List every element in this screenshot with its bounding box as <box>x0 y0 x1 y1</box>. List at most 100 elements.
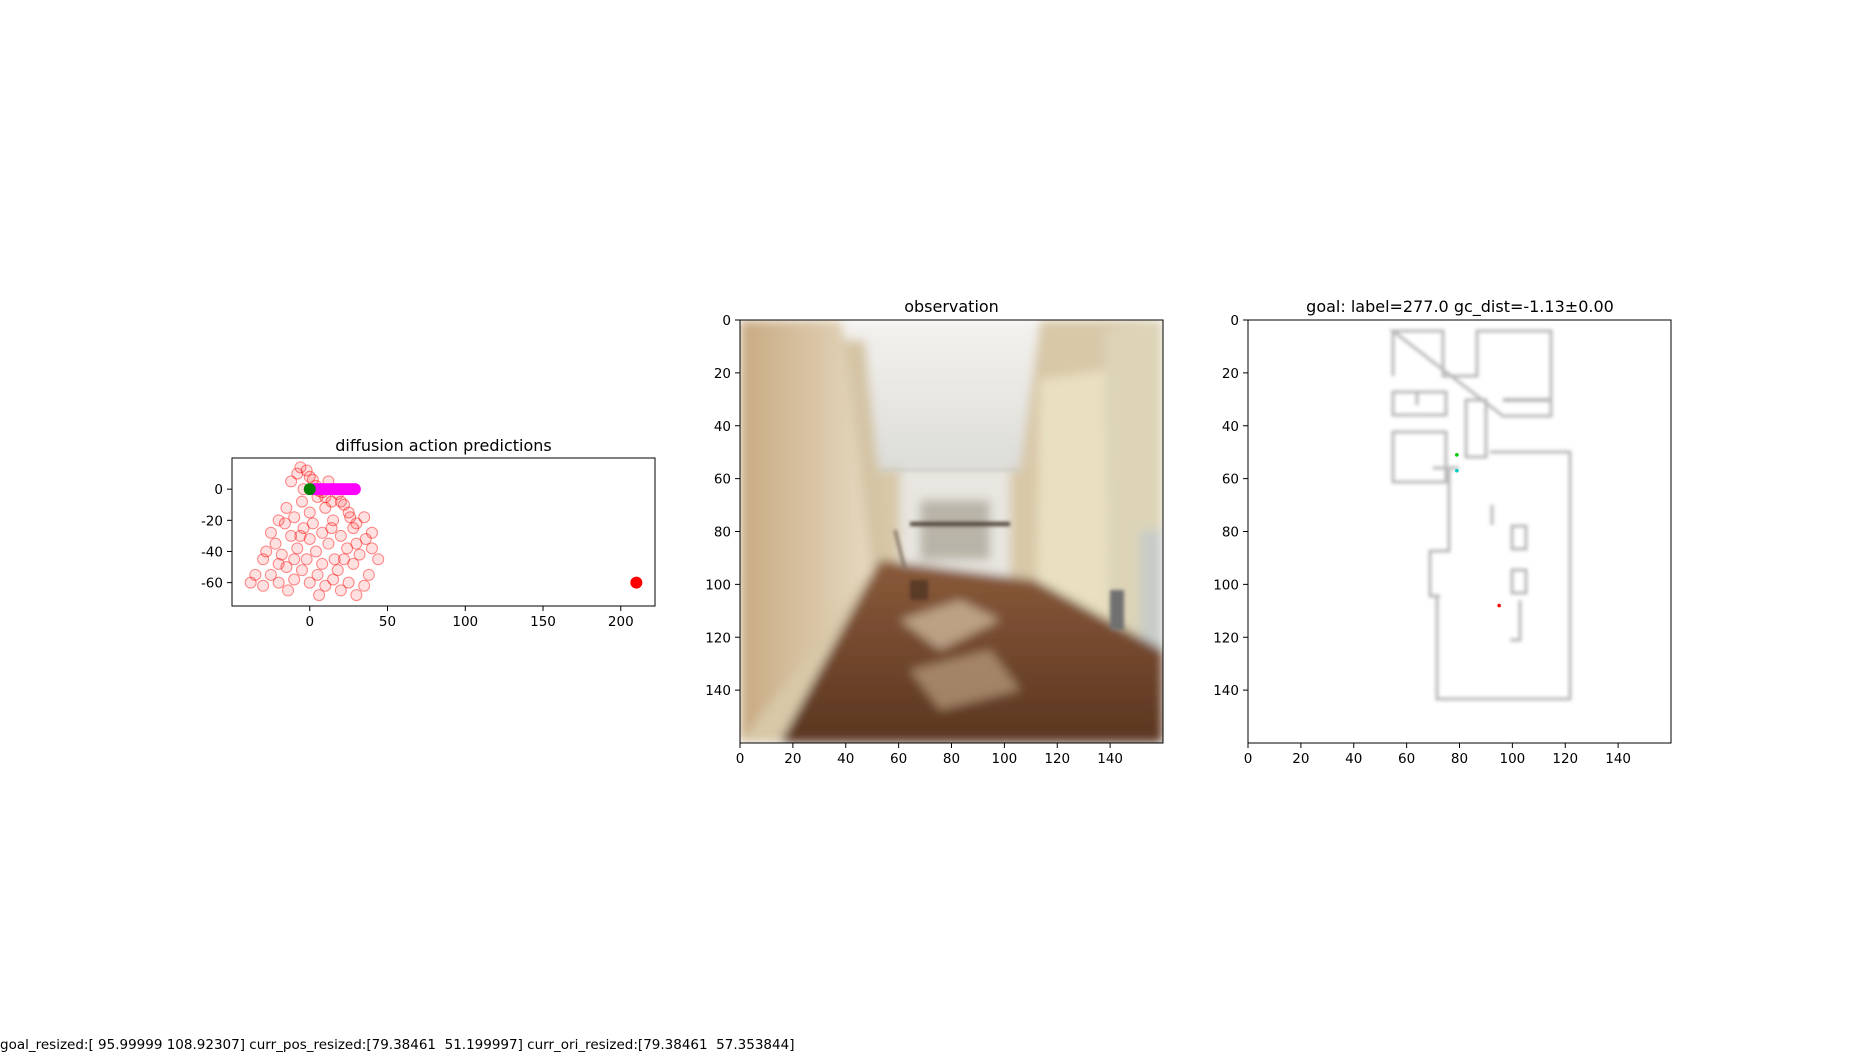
prediction-sample-point <box>331 564 344 577</box>
prediction-sample-point <box>316 526 329 539</box>
prediction-sample-point <box>264 568 277 581</box>
prediction-sample-point <box>291 542 304 555</box>
map-position-marker <box>1455 453 1459 457</box>
observation-image <box>740 320 1163 743</box>
prediction-sample-point <box>257 553 270 566</box>
panel2-xtick-label: 100 <box>991 751 1017 767</box>
panel2-ytick-label: 60 <box>714 472 731 488</box>
prediction-sample-point <box>280 501 293 514</box>
prediction-sample-point <box>249 568 262 581</box>
panel2-ytick-label: 120 <box>705 630 731 646</box>
prediction-sample-point <box>347 522 360 535</box>
panel3-xtick-label: 60 <box>1398 751 1415 767</box>
prediction-sample-point <box>295 564 308 577</box>
prediction-sample-point <box>264 526 277 539</box>
prediction-sample-point <box>334 584 347 597</box>
prediction-sample-point <box>291 467 304 480</box>
panel2-xtick-label: 120 <box>1044 751 1070 767</box>
prediction-sample-point <box>322 537 335 550</box>
prediction-sample-point <box>334 529 347 542</box>
prediction-sample-point <box>285 475 298 488</box>
prediction-sample-point <box>303 470 316 483</box>
prediction-sample-point <box>341 542 354 555</box>
trajectory-point <box>348 483 361 496</box>
prediction-sample-point <box>337 553 350 566</box>
prediction-sample-point <box>303 576 316 589</box>
panel2-xtick-label: 0 <box>736 751 745 767</box>
panel1-xtick-label: 150 <box>530 614 556 630</box>
panel3-ytick-label: 20 <box>1222 366 1239 382</box>
panel3-ytick-label: 0 <box>1230 313 1239 329</box>
prediction-sample-point <box>325 522 338 535</box>
prediction-sample-point <box>288 573 301 586</box>
panel1-ytick-label: -60 <box>201 576 223 592</box>
map-position-marker <box>1497 603 1501 608</box>
panel3-ytick-label: 140 <box>1213 683 1239 699</box>
prediction-sample-point <box>303 506 316 519</box>
prediction-sample-point <box>260 545 273 558</box>
panel2-xtick-label: 80 <box>943 751 960 767</box>
prediction-sample-point <box>365 526 378 539</box>
panel2-xtick-label: 20 <box>784 751 801 767</box>
goal-map-markers <box>1455 453 1501 608</box>
panel2-title: observation <box>904 297 999 316</box>
panel1-x-axis: 0 50 100 150 200 <box>305 606 634 630</box>
prediction-sample-point <box>353 548 366 561</box>
panel1-ytick-label: -20 <box>201 513 223 529</box>
panel1-frame <box>231 457 656 607</box>
floor-plan-walls <box>1388 329 1572 701</box>
panel2-ytick-label: 100 <box>705 577 731 593</box>
prediction-sample-point <box>294 461 307 474</box>
panel1-xtick-label: 50 <box>379 614 396 630</box>
trajectory-point <box>303 483 316 496</box>
prediction-sample-point <box>350 537 363 550</box>
panel3-xtick-label: 100 <box>1499 751 1525 767</box>
panel2-x-axis: 0 20 40 60 80 100 120 140 <box>736 743 1123 767</box>
panel1-title: diffusion action predictions <box>335 436 552 455</box>
panel1-ytick-label: 0 <box>214 482 223 498</box>
panel2-ytick-label: 20 <box>714 366 731 382</box>
panel1-xtick-label: 0 <box>305 614 314 630</box>
goal-map-panel: goal: label=277.0 gc_dist=-1.13±0.00 0 20… <box>1213 297 1672 767</box>
panel3-ytick-label: 120 <box>1213 630 1239 646</box>
prediction-sample-point <box>288 553 301 566</box>
panel2-xtick-label: 140 <box>1097 751 1123 767</box>
prediction-sample-point <box>316 557 329 570</box>
prediction-sample-point <box>300 553 313 566</box>
prediction-sample-point <box>275 548 288 561</box>
prediction-sample-point <box>303 533 316 546</box>
action-predictions-panel: diffusion action predictions 0 50 100 150 20… <box>201 436 656 630</box>
observation-panel: observation <box>705 297 1164 767</box>
prediction-sample-point <box>311 568 324 581</box>
prediction-sample-point <box>325 495 338 508</box>
prediction-sample-point <box>281 584 294 597</box>
prediction-sample-point <box>295 495 308 508</box>
panel1-xtick-label: 100 <box>452 614 478 630</box>
panel2-ytick-label: 40 <box>714 419 731 435</box>
panel3-xtick-label: 40 <box>1345 751 1362 767</box>
prediction-sample-point <box>342 506 355 519</box>
prediction-sample-point <box>334 495 347 508</box>
panel3-ytick-label: 40 <box>1222 419 1239 435</box>
prediction-sample-point <box>272 576 285 589</box>
panel3-xtick-label: 120 <box>1552 751 1578 767</box>
prediction-sample-point <box>257 579 270 592</box>
prediction-sample-point <box>372 553 385 566</box>
panel2-ytick-label: 0 <box>722 313 731 329</box>
prediction-sample-point <box>244 576 257 589</box>
goal-map-background <box>1248 320 1671 743</box>
prediction-sample-point <box>327 573 340 586</box>
prediction-sample-point <box>300 464 313 477</box>
prediction-sample-point <box>297 522 310 535</box>
prediction-sample-point <box>350 517 363 530</box>
panel2-ytick-label: 140 <box>705 683 731 699</box>
panel3-y-axis: 0 20 40 60 80 100 120 140 <box>1213 313 1248 699</box>
map-position-marker <box>1455 468 1459 473</box>
prediction-sample-point <box>280 561 293 574</box>
panel3-xtick-label: 20 <box>1292 751 1309 767</box>
prediction-sample-point <box>278 517 291 530</box>
prediction-sample-point <box>362 568 375 581</box>
panel2-xtick-label: 60 <box>890 751 907 767</box>
panel3-ytick-label: 80 <box>1222 525 1239 541</box>
